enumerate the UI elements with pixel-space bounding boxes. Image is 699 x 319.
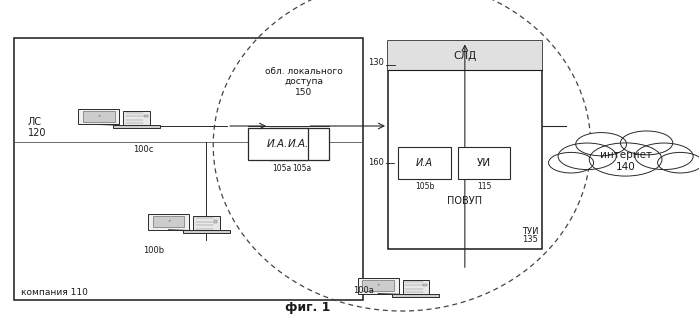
Bar bbox=[14, 38, 363, 300]
Text: 105а: 105а bbox=[272, 164, 291, 173]
Circle shape bbox=[658, 152, 699, 173]
Bar bbox=[403, 280, 429, 294]
Bar bbox=[152, 216, 185, 227]
Bar bbox=[388, 41, 542, 249]
Bar bbox=[214, 220, 217, 223]
Text: ↗: ↗ bbox=[97, 114, 100, 118]
Bar bbox=[113, 125, 160, 128]
Text: СЛД: СЛД bbox=[453, 51, 477, 61]
Circle shape bbox=[576, 133, 626, 156]
Text: обл. локального
доступа
150: обл. локального доступа 150 bbox=[265, 67, 343, 97]
Circle shape bbox=[621, 131, 672, 155]
Bar bbox=[193, 216, 219, 230]
Bar bbox=[424, 284, 427, 286]
Circle shape bbox=[635, 143, 693, 170]
Bar bbox=[144, 115, 147, 117]
Text: УИ: УИ bbox=[477, 158, 491, 168]
Bar bbox=[458, 147, 510, 179]
Bar bbox=[182, 230, 230, 233]
Text: 100c: 100c bbox=[133, 145, 153, 154]
Bar bbox=[78, 109, 119, 124]
Text: интернет
140: интернет 140 bbox=[600, 150, 651, 172]
Text: ПОВУП: ПОВУП bbox=[447, 196, 482, 206]
Text: 100b: 100b bbox=[143, 246, 164, 255]
Text: фиг. 1: фиг. 1 bbox=[285, 301, 330, 314]
Circle shape bbox=[558, 143, 617, 170]
Text: 160: 160 bbox=[368, 158, 384, 167]
Text: ТУИ: ТУИ bbox=[521, 227, 538, 236]
Text: ↗: ↗ bbox=[377, 283, 380, 287]
Text: 115: 115 bbox=[477, 182, 491, 191]
Text: И.А.: И.А. bbox=[288, 138, 310, 149]
Text: 100а: 100а bbox=[353, 286, 374, 295]
Text: И.А: И.А bbox=[416, 158, 433, 168]
Text: 105b: 105b bbox=[415, 182, 434, 191]
Bar bbox=[398, 147, 451, 179]
Bar bbox=[362, 280, 394, 291]
Bar bbox=[248, 128, 308, 160]
Text: 130: 130 bbox=[368, 58, 384, 67]
Text: 105а: 105а bbox=[293, 164, 312, 173]
Bar bbox=[269, 128, 329, 160]
Bar bbox=[82, 111, 115, 122]
Circle shape bbox=[549, 152, 593, 173]
Text: компания 110: компания 110 bbox=[21, 288, 88, 297]
Circle shape bbox=[589, 143, 662, 176]
Bar bbox=[123, 111, 150, 125]
Bar bbox=[388, 41, 542, 70]
Text: 135: 135 bbox=[522, 235, 538, 244]
Text: ЛС
120: ЛС 120 bbox=[28, 117, 46, 138]
Bar bbox=[392, 294, 440, 297]
Bar bbox=[148, 214, 189, 230]
Text: ↗: ↗ bbox=[167, 219, 170, 223]
Text: И.А.: И.А. bbox=[267, 138, 289, 149]
Bar bbox=[358, 278, 398, 293]
